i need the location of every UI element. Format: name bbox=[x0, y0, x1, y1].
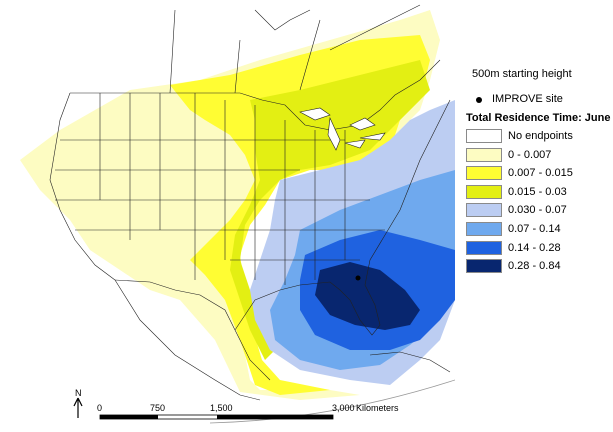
us-mexico-border bbox=[114, 279, 236, 331]
improve-site-legend-icon bbox=[476, 97, 482, 103]
north-arrow-icon bbox=[73, 397, 83, 418]
legend-label: No endpoints bbox=[508, 130, 573, 142]
scale-bar: N 0 750 1,500 3,000 Kilometers bbox=[73, 388, 399, 420]
legend-panel: 500m starting height IMPROVE site Total … bbox=[458, 0, 613, 427]
class-0.28-0.84-zone bbox=[315, 262, 420, 330]
legend-swatch bbox=[466, 129, 502, 143]
legend-swatch bbox=[466, 147, 502, 162]
legend-label: 0.030 - 0.07 bbox=[508, 204, 567, 217]
legend-label: 0 - 0.007 bbox=[508, 148, 552, 161]
legend-label: 0.28 - 0.84 bbox=[508, 260, 561, 273]
legend-title: Total Residence Time: June bbox=[466, 112, 611, 124]
residence-time-map: N 0 750 1,500 3,000 Kilometers bbox=[20, 4, 456, 424]
legend-swatch bbox=[466, 166, 502, 181]
map-canvas: N 0 750 1,500 3,000 Kilometers bbox=[20, 4, 456, 424]
legend-swatch bbox=[466, 222, 502, 236]
north-arrow-label: N bbox=[75, 388, 82, 398]
legend-swatch bbox=[466, 240, 502, 255]
political-boundaries bbox=[49, 4, 451, 401]
scale-tick-3000: 3,000 bbox=[332, 403, 355, 413]
legend-label: 0.07 - 0.14 bbox=[508, 223, 561, 235]
gulf-coastline bbox=[234, 99, 451, 336]
legend-swatch bbox=[466, 203, 502, 218]
scale-tick-750: 750 bbox=[150, 403, 165, 413]
scale-tick-1500: 1,500 bbox=[210, 403, 233, 413]
scale-tick-0: 0 bbox=[97, 403, 102, 413]
improve-site-label: IMPROVE site bbox=[492, 93, 563, 105]
legend-swatch bbox=[466, 184, 502, 199]
west-coastline bbox=[49, 92, 116, 281]
legend-label: 0.007 - 0.015 bbox=[508, 167, 573, 180]
scale-unit-label: Kilometers bbox=[356, 403, 399, 413]
legend-swatch bbox=[466, 259, 502, 274]
legend-label: 0.015 - 0.03 bbox=[508, 185, 567, 198]
improve-site-marker bbox=[355, 275, 361, 281]
legend-label: 0.14 - 0.28 bbox=[508, 241, 561, 254]
height-label: 500m starting height bbox=[472, 68, 572, 80]
